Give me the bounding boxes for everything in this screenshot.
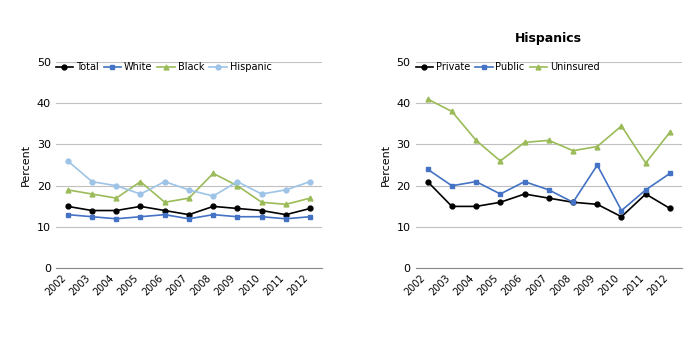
Total bbox=[136, 204, 145, 208]
Public bbox=[593, 163, 601, 167]
Hispanic bbox=[136, 192, 145, 196]
Black bbox=[233, 184, 242, 188]
Uninsured bbox=[448, 109, 456, 114]
Y-axis label: Percent: Percent bbox=[21, 144, 31, 186]
Total bbox=[209, 204, 217, 208]
Public bbox=[545, 188, 553, 192]
Total bbox=[88, 208, 96, 213]
Private bbox=[569, 200, 577, 204]
White bbox=[63, 213, 72, 217]
Uninsured bbox=[423, 97, 432, 101]
Uninsured bbox=[569, 149, 577, 153]
Private bbox=[472, 204, 480, 208]
Text: Hispanics: Hispanics bbox=[515, 32, 583, 45]
Black bbox=[282, 202, 290, 206]
Hispanic bbox=[63, 159, 72, 163]
Black bbox=[136, 180, 145, 184]
Hispanic bbox=[88, 180, 96, 184]
Y-axis label: Percent: Percent bbox=[381, 144, 391, 186]
Private bbox=[593, 202, 601, 206]
Hispanic bbox=[184, 188, 193, 192]
Legend: Total, White, Black, Hispanic: Total, White, Black, Hispanic bbox=[56, 62, 271, 72]
Total bbox=[306, 206, 315, 211]
Hispanic bbox=[233, 180, 242, 184]
Legend: Private, Public, Uninsured: Private, Public, Uninsured bbox=[416, 62, 600, 72]
Private bbox=[521, 192, 529, 196]
Line: White: White bbox=[65, 212, 313, 221]
White bbox=[306, 215, 315, 219]
Public bbox=[521, 180, 529, 184]
Black bbox=[209, 171, 217, 175]
Line: Uninsured: Uninsured bbox=[425, 97, 672, 165]
Hispanic bbox=[258, 192, 266, 196]
White bbox=[258, 215, 266, 219]
Private bbox=[642, 192, 650, 196]
White bbox=[112, 217, 120, 221]
Black bbox=[88, 192, 96, 196]
Private bbox=[545, 196, 553, 200]
White bbox=[184, 217, 193, 221]
Line: Hispanic: Hispanic bbox=[65, 159, 313, 198]
Hispanic bbox=[282, 188, 290, 192]
Private bbox=[496, 200, 505, 204]
White bbox=[233, 215, 242, 219]
Hispanic bbox=[112, 184, 120, 188]
Uninsured bbox=[666, 130, 674, 134]
Uninsured bbox=[521, 140, 529, 144]
Line: Private: Private bbox=[425, 179, 672, 219]
Total bbox=[233, 206, 242, 211]
Private bbox=[666, 206, 674, 211]
Black bbox=[112, 196, 120, 200]
Line: Public: Public bbox=[425, 163, 672, 213]
Public bbox=[472, 180, 480, 184]
Line: Black: Black bbox=[65, 171, 313, 207]
Total bbox=[161, 208, 169, 213]
Uninsured bbox=[472, 138, 480, 142]
Uninsured bbox=[642, 161, 650, 165]
Uninsured bbox=[593, 144, 601, 149]
White bbox=[88, 215, 96, 219]
Private bbox=[423, 180, 432, 184]
Black bbox=[161, 200, 169, 204]
White bbox=[136, 215, 145, 219]
Public bbox=[496, 192, 505, 196]
Uninsured bbox=[617, 124, 626, 128]
Hispanic bbox=[306, 180, 315, 184]
Total bbox=[63, 204, 72, 208]
Total bbox=[258, 208, 266, 213]
Hispanic bbox=[161, 180, 169, 184]
White bbox=[209, 213, 217, 217]
Uninsured bbox=[496, 159, 505, 163]
Total bbox=[184, 213, 193, 217]
Public bbox=[569, 200, 577, 204]
White bbox=[282, 217, 290, 221]
Black bbox=[306, 196, 315, 200]
Total bbox=[112, 208, 120, 213]
Public bbox=[642, 188, 650, 192]
Public bbox=[448, 184, 456, 188]
Private bbox=[448, 204, 456, 208]
Private bbox=[617, 215, 626, 219]
Line: Total: Total bbox=[65, 204, 313, 217]
White bbox=[161, 213, 169, 217]
Hispanic bbox=[209, 194, 217, 198]
Black bbox=[63, 188, 72, 192]
Public bbox=[666, 171, 674, 175]
Black bbox=[184, 196, 193, 200]
Public bbox=[423, 167, 432, 171]
Public bbox=[617, 208, 626, 213]
Uninsured bbox=[545, 138, 553, 142]
Black bbox=[258, 200, 266, 204]
Total bbox=[282, 213, 290, 217]
